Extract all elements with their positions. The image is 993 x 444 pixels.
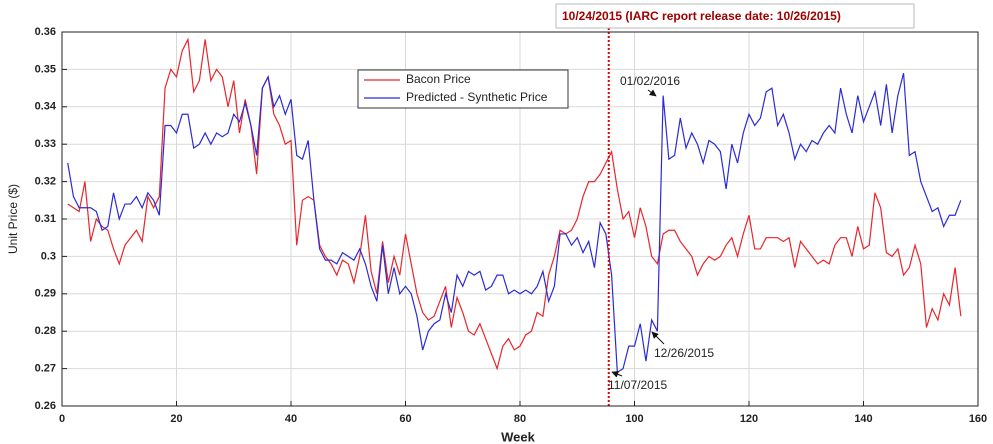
x-tick-label: 60 [399, 413, 411, 425]
y-tick-label: 0.32 [35, 176, 56, 188]
annotation-arrow [647, 89, 657, 97]
y-tick-label: 0.34 [35, 101, 57, 113]
x-tick-label: 120 [740, 413, 758, 425]
x-tick-label: 20 [170, 413, 182, 425]
x-tick-label: 0 [59, 413, 65, 425]
x-axis-label: Week [501, 429, 535, 444]
legend: Bacon Price Predicted - Synthetic Price [357, 69, 569, 109]
y-tick-label: 0.26 [35, 400, 56, 412]
y-tick-label: 0.28 [35, 325, 56, 337]
y-tick-label: 0.35 [35, 63, 56, 75]
y-tick-label: 0.36 [35, 26, 56, 38]
x-tick-label: 40 [285, 413, 297, 425]
legend-label: Bacon Price [406, 72, 471, 86]
annotation: 11/07/2015 [608, 378, 667, 392]
annotation-arrow [651, 331, 665, 345]
y-tick-label: 0.29 [35, 288, 56, 300]
annotation-box [555, 3, 915, 29]
series-line [67, 72, 962, 374]
x-tick-label: 160 [969, 413, 987, 425]
x-tick-label: 100 [625, 413, 643, 425]
series-lines [67, 4, 962, 406]
annotation-arrow [611, 371, 623, 378]
legend-box [357, 69, 569, 109]
x-tick-label: 80 [514, 413, 526, 425]
y-tick-label: 0.27 [35, 363, 56, 375]
y-axis-label: Unit Price ($) [6, 184, 20, 254]
series-line [67, 37, 962, 371]
annotation: 10/24/2015 (IARC report release date: 10… [562, 9, 841, 23]
legend-label: Predicted - Synthetic Price [406, 90, 548, 104]
x-tick-label: 140 [854, 413, 872, 425]
annotation: 01/02/2016 [620, 74, 680, 88]
ticks: 0.26 0.27 0.28 0.29 0.3 0.31 0.32 0.33 0.34 0.35 0… [35, 26, 988, 425]
y-tick-label: 0.31 [35, 213, 56, 225]
y-tick-label: 0.3 [41, 250, 56, 262]
annotation: 12/26/2015 [654, 346, 714, 360]
y-tick-label: 0.33 [35, 138, 56, 150]
